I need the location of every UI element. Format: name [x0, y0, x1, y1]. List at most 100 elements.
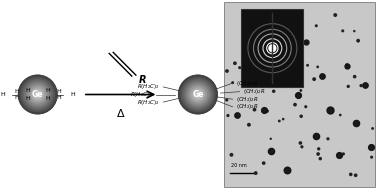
Point: [362, 84, 368, 87]
Ellipse shape: [193, 89, 203, 100]
Ellipse shape: [22, 79, 53, 110]
Point: [325, 137, 331, 140]
Point: [317, 157, 323, 160]
Point: [268, 150, 274, 153]
Ellipse shape: [187, 83, 209, 106]
Point: [251, 108, 257, 111]
Point: [319, 74, 325, 77]
Point: [295, 93, 301, 96]
Point: [345, 85, 351, 88]
Text: H: H: [15, 95, 19, 101]
Point: [276, 119, 282, 122]
Point: [277, 29, 284, 32]
Point: [224, 98, 230, 101]
FancyBboxPatch shape: [241, 9, 303, 87]
Point: [358, 84, 364, 87]
Ellipse shape: [33, 89, 43, 100]
Text: H: H: [25, 96, 30, 101]
Point: [230, 81, 236, 84]
Point: [353, 121, 359, 124]
Text: H: H: [56, 95, 61, 101]
Ellipse shape: [191, 87, 205, 102]
Text: H: H: [15, 88, 19, 94]
Point: [352, 75, 358, 78]
Text: Ge: Ge: [192, 90, 204, 99]
Point: [280, 118, 286, 121]
Point: [247, 17, 253, 20]
Text: H: H: [56, 88, 61, 94]
Point: [289, 13, 295, 16]
Point: [348, 173, 354, 176]
Point: [228, 153, 234, 156]
Point: [244, 51, 250, 54]
Point: [292, 20, 298, 23]
Ellipse shape: [178, 75, 218, 114]
Point: [340, 29, 346, 32]
Point: [260, 81, 266, 84]
Ellipse shape: [195, 91, 201, 98]
Point: [298, 115, 304, 118]
Point: [256, 12, 262, 15]
Point: [369, 127, 375, 130]
Point: [264, 110, 270, 113]
Point: [332, 14, 338, 17]
Point: [284, 169, 290, 172]
Ellipse shape: [18, 75, 57, 114]
Point: [316, 147, 322, 150]
Point: [268, 137, 274, 140]
Text: H: H: [45, 88, 50, 93]
Point: [261, 162, 267, 165]
Point: [267, 78, 273, 81]
Point: [355, 39, 361, 42]
Ellipse shape: [31, 87, 45, 102]
Point: [225, 114, 231, 117]
Text: $R(H_2C)_2$: $R(H_2C)_2$: [137, 98, 160, 107]
Point: [368, 146, 374, 149]
Point: [336, 153, 342, 156]
Ellipse shape: [29, 85, 47, 104]
Point: [303, 40, 309, 43]
Ellipse shape: [185, 81, 211, 108]
Point: [337, 113, 343, 116]
Text: $(CH_2)_2R$: $(CH_2)_2R$: [236, 95, 259, 104]
Point: [237, 66, 243, 69]
Point: [298, 89, 304, 92]
Text: Ge: Ge: [32, 90, 43, 99]
Text: H: H: [1, 92, 5, 97]
Point: [224, 70, 230, 73]
Point: [315, 153, 321, 156]
Point: [271, 90, 277, 93]
Text: $(CH_2)_2R$: $(CH_2)_2R$: [236, 102, 259, 111]
Point: [296, 69, 302, 72]
Point: [340, 152, 346, 155]
Ellipse shape: [181, 77, 215, 112]
Ellipse shape: [189, 85, 207, 104]
FancyBboxPatch shape: [224, 2, 375, 187]
Point: [255, 34, 261, 37]
Point: [297, 141, 303, 144]
Point: [352, 174, 359, 177]
Point: [299, 28, 305, 31]
Point: [305, 64, 311, 67]
Point: [253, 172, 259, 175]
Point: [261, 108, 267, 111]
Text: $R(H_2C)_2$: $R(H_2C)_2$: [130, 90, 153, 99]
Ellipse shape: [182, 79, 213, 110]
Point: [344, 65, 350, 68]
Text: $(CH_2)_2R$: $(CH_2)_2R$: [236, 79, 259, 88]
Ellipse shape: [26, 83, 49, 106]
Point: [351, 29, 357, 33]
Point: [262, 50, 268, 53]
Ellipse shape: [35, 91, 41, 98]
Ellipse shape: [25, 81, 51, 108]
Point: [313, 24, 319, 27]
Point: [311, 78, 317, 81]
Point: [299, 145, 305, 148]
Point: [327, 108, 333, 111]
Point: [232, 62, 238, 65]
Text: $\Delta$: $\Delta$: [116, 107, 126, 119]
Point: [315, 65, 321, 68]
Point: [369, 156, 375, 159]
Text: R: R: [139, 75, 146, 85]
Text: H: H: [25, 88, 30, 93]
